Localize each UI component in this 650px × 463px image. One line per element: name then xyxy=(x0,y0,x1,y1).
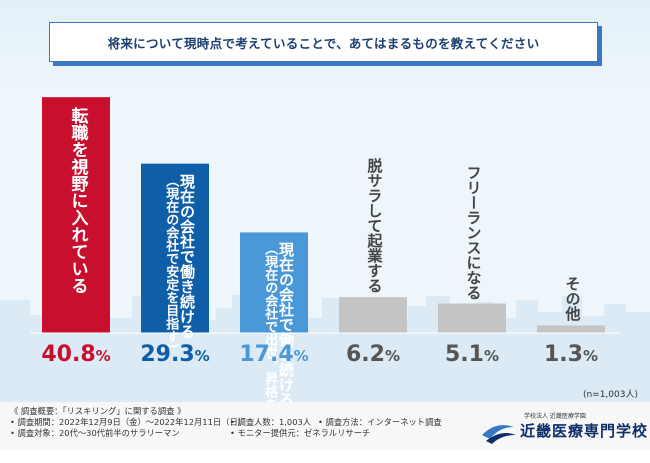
value-number: 6.2 xyxy=(345,342,385,367)
skyline-building xyxy=(408,306,428,402)
bar-6 xyxy=(537,325,605,333)
skyline-building xyxy=(322,298,340,402)
skyline-building xyxy=(0,300,30,402)
value-unit: % xyxy=(582,347,598,365)
value-unit: % xyxy=(194,347,210,365)
bar-label-2: 現在の会社で働き続ける （現在の会社で安定を目指す） xyxy=(155,174,196,356)
bar-label-main: フリーランスになる xyxy=(464,164,483,300)
value-unit: % xyxy=(293,347,309,365)
bar-2 xyxy=(141,163,209,333)
value-label-6: 1.3% xyxy=(521,342,621,367)
bar-label-sub: （現在の会社で安定を目指す） xyxy=(163,173,179,356)
survey-overview: 《 調査概要：「リスキリング」に関する調査 》 xyxy=(10,406,186,416)
bar-1 xyxy=(42,97,110,334)
skyline-building xyxy=(192,320,218,402)
bar-5 xyxy=(438,303,506,333)
skyline-building xyxy=(384,320,410,402)
chart-title: 将来について現時点で考えていることで、あてはまるものを教えてください xyxy=(49,22,598,62)
value-unit: % xyxy=(384,347,400,365)
skyline-building xyxy=(64,322,90,402)
bar-label-main: 転職を視野に入れている xyxy=(67,107,88,295)
bar-label-5: フリーランスになる xyxy=(463,165,483,300)
value-number: 1.3 xyxy=(543,342,583,367)
value-number: 40.8 xyxy=(41,342,96,367)
skyline-building xyxy=(28,315,50,402)
value-number: 5.1 xyxy=(444,342,484,367)
survey-method: • 調査方法：インターネット調査 xyxy=(318,417,442,427)
value-label-4: 6.2% xyxy=(323,342,423,367)
bar-4 xyxy=(339,297,407,333)
survey-target: • 調査対象：20代〜30代前半のサラリーマン xyxy=(10,428,180,438)
skyline-building xyxy=(516,300,538,402)
value-label-5: 5.1% xyxy=(422,342,522,367)
survey-period: • 調査期間：2022年12月9日（金）〜2022年12月11日（日） xyxy=(10,417,247,427)
bar-label-main: 現在の会社で働き続ける xyxy=(178,173,196,339)
bar-label-1: 転職を視野に入れている xyxy=(66,107,88,325)
city-skyline-background xyxy=(0,292,650,402)
value-label-3: 17.4% xyxy=(224,342,324,367)
skyline-building xyxy=(624,312,650,402)
value-number: 29.3 xyxy=(140,342,195,367)
bar-label-main: 現在の会社で働き続ける xyxy=(277,242,295,408)
bar-label-main: その他 xyxy=(563,276,582,322)
bar-chart xyxy=(0,97,650,402)
skyline-building xyxy=(216,308,234,402)
value-label-1: 40.8% xyxy=(26,342,126,367)
survey-provider: • モニター提供元：ゼネラルリサーチ xyxy=(230,428,371,438)
sample-size-note: (n=1,003人) xyxy=(582,390,638,400)
bar-label-3: 現在の会社で働き続ける （現在の会社で出世、昇格を目指す） xyxy=(254,242,295,463)
school-logo-icon xyxy=(482,425,516,444)
skyline-building xyxy=(604,304,626,402)
logo-subtitle: 学校法人 近畿医療学園 xyxy=(524,413,586,420)
skyline-building xyxy=(562,296,582,402)
bar-3 xyxy=(240,232,308,333)
bar-label-6: その他 xyxy=(562,182,582,322)
value-unit: % xyxy=(95,347,111,365)
logo-name: 近畿医療専門学校 xyxy=(520,422,649,440)
survey-footer: 《 調査概要：「リスキリング」に関する調査 》 • 調査期間：2022年12月9… xyxy=(0,402,650,450)
value-label-2: 29.3% xyxy=(125,342,225,367)
bar-label-main: 脱サラして起業する xyxy=(365,158,384,294)
survey-count: • 調査人数：1,003人 xyxy=(230,417,312,427)
value-unit: % xyxy=(483,347,499,365)
bar-label-4: 脱サラして起業する xyxy=(364,158,384,293)
value-number: 17.4 xyxy=(239,342,294,367)
